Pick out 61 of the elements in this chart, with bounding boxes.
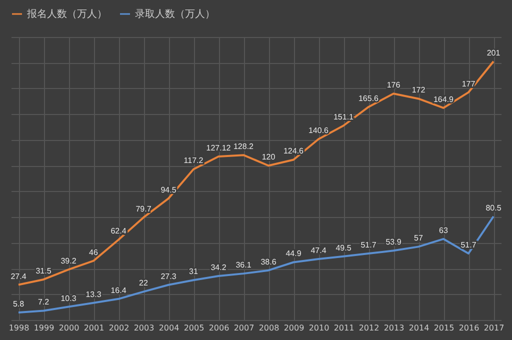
data-label: 39.2	[60, 256, 77, 266]
x-tick-label: 2008	[258, 324, 280, 332]
data-label: 62.4	[110, 226, 127, 236]
x-tick-label: 2000	[58, 324, 80, 332]
data-label: 22	[139, 278, 148, 288]
data-label: 164.9	[433, 94, 454, 104]
data-label: 47.4	[310, 246, 327, 256]
x-tick-label: 2002	[108, 324, 130, 332]
data-label: 31	[189, 267, 198, 276]
data-label: 34.2	[210, 263, 227, 272]
data-label: 13.3	[86, 290, 102, 299]
x-tick-label: 2005	[184, 324, 204, 332]
x-tick-label: 2010	[308, 324, 330, 332]
legend-label: 录取人数（万人）	[135, 9, 215, 20]
data-label: 49.5	[336, 243, 352, 252]
data-label: 124.6	[283, 146, 304, 156]
data-label: 5.8	[12, 300, 25, 309]
data-label: 7.2	[38, 298, 50, 307]
x-tick-label: 2012	[358, 324, 380, 332]
x-tick-label: 2004	[158, 324, 180, 332]
x-tick-label: 2017	[484, 324, 504, 332]
data-label: 120	[262, 152, 276, 162]
data-label: 63	[439, 226, 448, 235]
x-tick-label: 2014	[408, 324, 430, 332]
data-label: 165.6	[358, 94, 380, 103]
data-label: 46	[89, 248, 98, 257]
data-label: 27.3	[160, 272, 177, 281]
data-label: 140.6	[308, 126, 330, 136]
data-label: 176	[386, 80, 401, 90]
data-label: 128.2	[233, 142, 254, 152]
data-label: 53.9	[386, 238, 402, 247]
x-tick-label: 2003	[134, 324, 154, 332]
x-tick-label: 2006	[208, 324, 230, 332]
data-label: 36.1	[236, 260, 252, 270]
data-label: 51.7	[360, 240, 377, 250]
x-tick-label: 2009	[284, 324, 304, 332]
data-label: 10.3	[60, 294, 77, 303]
data-label: 31.5	[36, 266, 52, 276]
data-label: 172	[412, 86, 426, 95]
x-tick-label: 2001	[84, 324, 104, 332]
data-label: 94.5	[160, 185, 177, 194]
legend-label: 报名人数（万人）	[26, 8, 107, 20]
data-label: 117.2	[184, 156, 204, 166]
x-tick-label: 2013	[384, 324, 404, 332]
data-label: 151.1	[333, 112, 354, 122]
x-tick-label: 2016	[458, 324, 480, 332]
data-label: 38.6	[260, 257, 277, 266]
data-label: 177	[462, 79, 476, 88]
data-label: 57	[414, 234, 424, 243]
x-tick-label: 1999	[34, 324, 54, 332]
x-tick-label: 2011	[334, 324, 354, 332]
data-label: 27.4	[10, 272, 27, 281]
data-label: 80.5	[486, 203, 502, 212]
x-tick-label: 2007	[234, 324, 254, 332]
x-tick-label: 1998	[8, 324, 30, 332]
x-tick-label: 2015	[434, 324, 454, 332]
data-label: 79.7	[136, 204, 152, 214]
data-label: 16.4	[110, 286, 127, 295]
data-label: 201	[486, 48, 501, 58]
data-label: 127.12	[206, 143, 232, 152]
data-label: 44.9	[286, 249, 302, 258]
